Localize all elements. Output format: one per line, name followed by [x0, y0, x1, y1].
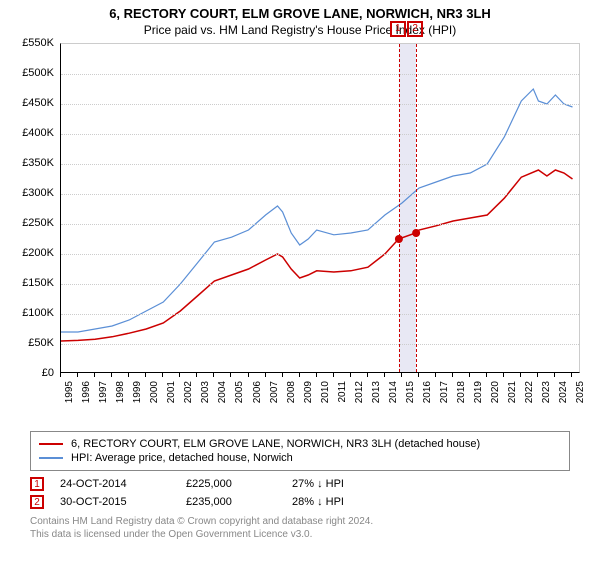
x-tick-label: 2002 — [183, 381, 194, 403]
y-tick-label: £50K — [28, 337, 54, 349]
x-tick-label: 2007 — [269, 381, 280, 403]
y-tick-label: £200K — [22, 247, 54, 259]
x-tick-label: 2001 — [166, 381, 177, 403]
x-tick-label: 1995 — [64, 381, 75, 403]
legend: 6, RECTORY COURT, ELM GROVE LANE, NORWIC… — [30, 431, 570, 471]
x-tick-label: 2004 — [217, 381, 228, 403]
sale-marker-label: 2 — [407, 21, 423, 37]
sale-price: £235,000 — [186, 496, 276, 508]
sales-table: 1 24-OCT-2014 £225,000 27% ↓ HPI 2 30-OCT-201… — [30, 477, 570, 509]
x-tick-label: 2005 — [234, 381, 245, 403]
y-axis-labels: £0£50K£100K£150K£200K£250K£300K£350K£400… — [10, 43, 58, 373]
x-tick-label: 2011 — [337, 381, 348, 403]
legend-label: HPI: Average price, detached house, Norw… — [71, 452, 293, 464]
y-tick-label: £300K — [22, 187, 54, 199]
legend-swatch — [39, 443, 63, 445]
x-tick-label: 2003 — [200, 381, 211, 403]
footer-line-2: This data is licensed under the Open Gov… — [30, 528, 570, 541]
x-tick-label: 2022 — [524, 381, 535, 403]
sale-price: £225,000 — [186, 478, 276, 490]
sale-row-marker: 1 — [30, 477, 44, 491]
y-tick-label: £350K — [22, 157, 54, 169]
x-tick-label: 2017 — [439, 381, 450, 403]
x-tick-label: 2014 — [388, 381, 399, 403]
legend-label: 6, RECTORY COURT, ELM GROVE LANE, NORWIC… — [71, 438, 480, 450]
x-tick-label: 2020 — [490, 381, 501, 403]
x-tick-label: 2019 — [473, 381, 484, 403]
y-tick-label: £500K — [22, 67, 54, 79]
y-tick-label: £400K — [22, 127, 54, 139]
footer-attribution: Contains HM Land Registry data © Crown c… — [30, 515, 570, 541]
legend-item: 6, RECTORY COURT, ELM GROVE LANE, NORWIC… — [39, 438, 561, 450]
x-tick-label: 2015 — [405, 381, 416, 403]
title-line-1: 6, RECTORY COURT, ELM GROVE LANE, NORWIC… — [0, 6, 600, 21]
sale-delta: 27% ↓ HPI — [292, 478, 344, 490]
x-tick-label: 2008 — [286, 381, 297, 403]
y-tick-label: £150K — [22, 277, 54, 289]
legend-swatch — [39, 457, 63, 459]
chart-area: £0 £50K £100K £150K £200K £250K £300K £350K £400… — [10, 43, 590, 423]
sale-row: 2 30-OCT-2015 £235,000 28% ↓ HPI — [30, 495, 570, 509]
x-tick-label: 2009 — [303, 381, 314, 403]
footer-line-1: Contains HM Land Registry data © Crown c… — [30, 515, 570, 528]
sale-date: 30-OCT-2015 — [60, 496, 170, 508]
chart-svg — [61, 44, 581, 374]
x-tick-label: 2021 — [507, 381, 518, 403]
x-tick-label: 2023 — [541, 381, 552, 403]
y-tick-label: £250K — [22, 217, 54, 229]
y-tick-label: £550K — [22, 37, 54, 49]
x-tick-label: 1997 — [98, 381, 109, 403]
sale-delta: 28% ↓ HPI — [292, 496, 344, 508]
y-tick-label: £0 — [42, 367, 54, 379]
x-tick-label: 2006 — [252, 381, 263, 403]
sale-row: 1 24-OCT-2014 £225,000 27% ↓ HPI — [30, 477, 570, 491]
y-tick-label: £450K — [22, 97, 54, 109]
title-line-2: Price paid vs. HM Land Registry's House … — [0, 23, 600, 37]
plot-area — [60, 43, 580, 373]
x-tick-label: 1999 — [132, 381, 143, 403]
x-tick-label: 1996 — [81, 381, 92, 403]
x-tick-label: 2024 — [558, 381, 569, 403]
x-tick-label: 2000 — [149, 381, 160, 403]
x-axis-labels: 1995 1996 1997 1998 1999 2000 2001 2002 2003 2004… — [60, 375, 580, 423]
sale-date: 24-OCT-2014 — [60, 478, 170, 490]
y-tick-label: £100K — [22, 307, 54, 319]
legend-item: HPI: Average price, detached house, Norw… — [39, 452, 561, 464]
x-tick-label: 2010 — [320, 381, 331, 403]
x-tick-label: 2016 — [422, 381, 433, 403]
x-tick-label: 2013 — [371, 381, 382, 403]
x-tick-label: 2018 — [456, 381, 467, 403]
sale-row-marker: 2 — [30, 495, 44, 509]
x-tick-label: 2025 — [575, 381, 586, 403]
x-tick-label: 2012 — [354, 381, 365, 403]
sale-marker-label: 1 — [390, 21, 406, 37]
x-tick-label: 1998 — [115, 381, 126, 403]
